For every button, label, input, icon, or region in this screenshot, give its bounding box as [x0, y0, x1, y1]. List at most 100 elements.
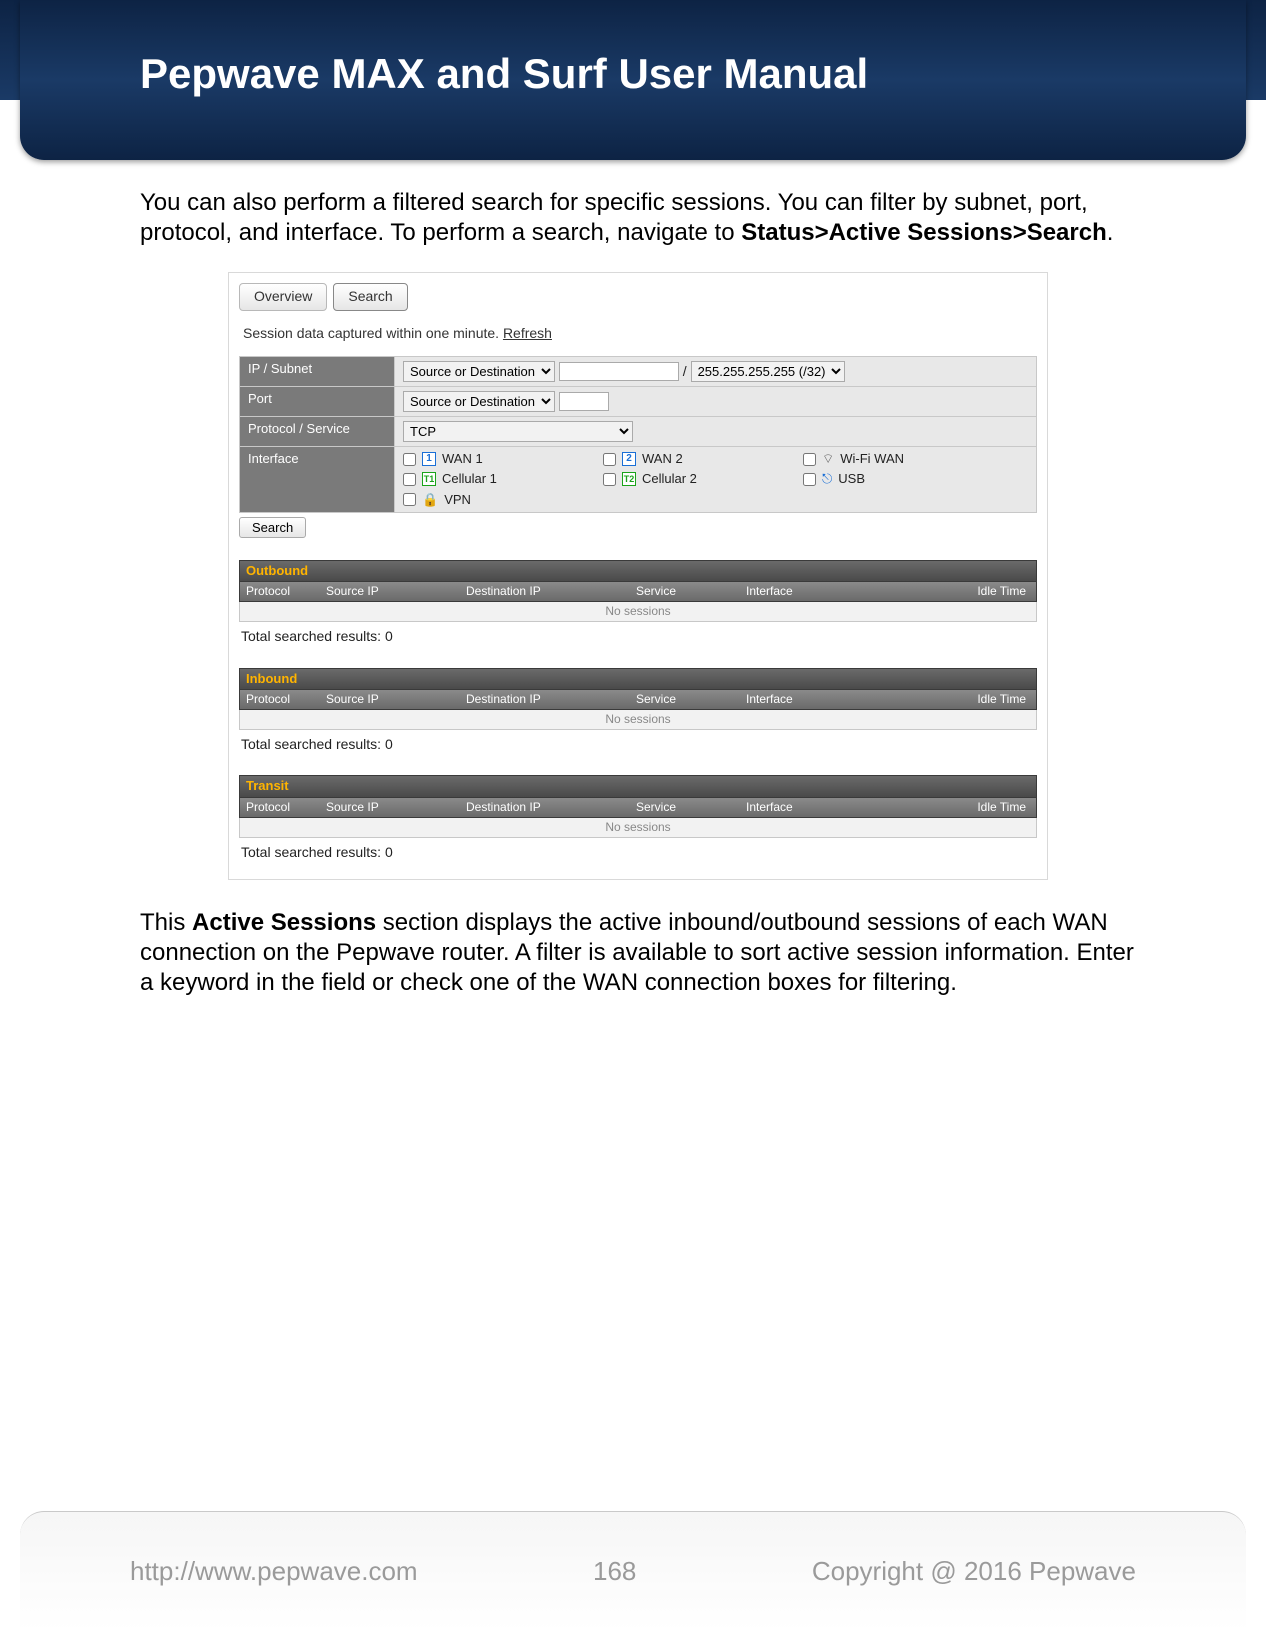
cell1-badge-icon: T1 — [422, 472, 436, 486]
cell2-badge-icon: T2 — [622, 472, 636, 486]
interface-cell: 1 WAN 1 2 WAN 2 ⌔ Wi-Fi WAN — [395, 447, 1037, 513]
filter-row-port: Port Source or Destination — [240, 387, 1037, 417]
description-paragraph: This Active Sessions section displays th… — [140, 908, 1136, 998]
footer-page-number: 168 — [593, 1556, 636, 1587]
col-destip: Destination IP — [460, 582, 630, 601]
ip-input[interactable] — [559, 362, 679, 381]
col-destip: Destination IP — [460, 798, 630, 817]
port-input[interactable] — [559, 392, 609, 411]
ip-subnet-label: IP / Subnet — [240, 357, 395, 387]
inbound-title: Inbound — [239, 668, 1037, 690]
iface-cell2-checkbox[interactable] — [603, 473, 616, 486]
page-header: Pepwave MAX and Surf User Manual — [20, 0, 1246, 160]
protocol-cell: TCP — [395, 417, 1037, 447]
transit-title: Transit — [239, 775, 1037, 797]
filter-row-protocol: Protocol / Service TCP — [240, 417, 1037, 447]
wifi-icon: ⌔ — [822, 451, 834, 467]
iface-wan1-label: WAN 1 — [442, 451, 483, 467]
iface-wan1[interactable]: 1 WAN 1 — [403, 451, 583, 467]
port-cell: Source or Destination — [395, 387, 1037, 417]
inbound-columns: Protocol Source IP Destination IP Servic… — [239, 690, 1037, 710]
footer-copyright: Copyright @ 2016 Pepwave — [812, 1556, 1136, 1587]
iface-cell2-label: Cellular 2 — [642, 471, 697, 487]
col-protocol: Protocol — [240, 798, 320, 817]
iface-wan2[interactable]: 2 WAN 2 — [603, 451, 783, 467]
session-note: Session data captured within one minute.… — [243, 325, 1037, 343]
intro-text-b: . — [1107, 219, 1114, 246]
iface-usb-label: USB — [838, 471, 865, 487]
ip-subnet-cell: Source or Destination / 255.255.255.255 … — [395, 357, 1037, 387]
col-idle: Idle Time — [880, 798, 1036, 817]
refresh-link[interactable]: Refresh — [503, 325, 552, 341]
col-service: Service — [630, 582, 740, 601]
col-interface: Interface — [740, 582, 880, 601]
iface-wan2-checkbox[interactable] — [603, 453, 616, 466]
iface-usb[interactable]: ⎋ USB — [803, 471, 983, 487]
iface-wifi[interactable]: ⌔ Wi-Fi WAN — [803, 451, 983, 467]
inbound-no-sessions: No sessions — [239, 710, 1037, 730]
filter-table: IP / Subnet Source or Destination / 255.… — [239, 356, 1037, 513]
iface-wifi-label: Wi-Fi WAN — [840, 451, 904, 467]
port-direction-select[interactable]: Source or Destination — [403, 391, 555, 412]
body-content: You can also perform a filtered search f… — [0, 160, 1266, 998]
iface-cell1[interactable]: T1 Cellular 1 — [403, 471, 583, 487]
protocol-label: Protocol / Service — [240, 417, 395, 447]
desc-a: This — [140, 909, 192, 936]
transit-block: Transit Protocol Source IP Destination I… — [239, 775, 1037, 861]
page-title: Pepwave MAX and Surf User Manual — [20, 0, 1246, 98]
iface-cell1-checkbox[interactable] — [403, 473, 416, 486]
search-button-row: Search — [239, 517, 1037, 538]
iface-vpn-label: VPN — [444, 492, 471, 508]
page-footer: http://www.pepwave.com 168 Copyright @ 2… — [20, 1511, 1246, 1631]
outbound-no-sessions: No sessions — [239, 602, 1037, 622]
desc-bold: Active Sessions — [192, 909, 376, 936]
interface-label: Interface — [240, 447, 395, 513]
port-label: Port — [240, 387, 395, 417]
intro-paragraph: You can also perform a filtered search f… — [140, 188, 1136, 248]
search-button[interactable]: Search — [239, 517, 306, 538]
iface-wan1-checkbox[interactable] — [403, 453, 416, 466]
transit-total: Total searched results: 0 — [241, 844, 1037, 862]
col-destip: Destination IP — [460, 690, 630, 709]
filter-row-ip: IP / Subnet Source or Destination / 255.… — [240, 357, 1037, 387]
col-interface: Interface — [740, 798, 880, 817]
usb-icon: ⎋ — [822, 471, 832, 487]
col-interface: Interface — [740, 690, 880, 709]
col-sourceip: Source IP — [320, 582, 460, 601]
ip-slash: / — [683, 363, 687, 379]
col-sourceip: Source IP — [320, 690, 460, 709]
footer-url: http://www.pepwave.com — [130, 1556, 418, 1587]
session-note-text: Session data captured within one minute. — [243, 325, 503, 341]
tab-overview[interactable]: Overview — [239, 283, 327, 311]
iface-usb-checkbox[interactable] — [803, 473, 816, 486]
ip-mask-select[interactable]: 255.255.255.255 (/32) — [691, 361, 845, 382]
inbound-total: Total searched results: 0 — [241, 736, 1037, 754]
interface-grid: 1 WAN 1 2 WAN 2 ⌔ Wi-Fi WAN — [403, 451, 1028, 508]
col-protocol: Protocol — [240, 690, 320, 709]
wan2-badge-icon: 2 — [622, 452, 636, 466]
outbound-columns: Protocol Source IP Destination IP Servic… — [239, 582, 1037, 602]
ip-direction-select[interactable]: Source or Destination — [403, 361, 555, 382]
iface-wifi-checkbox[interactable] — [803, 453, 816, 466]
iface-vpn-checkbox[interactable] — [403, 493, 416, 506]
inbound-block: Inbound Protocol Source IP Destination I… — [239, 668, 1037, 754]
col-idle: Idle Time — [880, 582, 1036, 601]
iface-cell2[interactable]: T2 Cellular 2 — [603, 471, 783, 487]
tab-search[interactable]: Search — [333, 283, 407, 311]
col-protocol: Protocol — [240, 582, 320, 601]
iface-vpn[interactable]: 🔒 VPN — [403, 492, 583, 508]
transit-columns: Protocol Source IP Destination IP Servic… — [239, 798, 1037, 818]
intro-bold-path: Status>Active Sessions>Search — [741, 219, 1107, 246]
protocol-select[interactable]: TCP — [403, 421, 633, 442]
wan1-badge-icon: 1 — [422, 452, 436, 466]
filter-row-interface: Interface 1 WAN 1 2 WAN 2 — [240, 447, 1037, 513]
col-service: Service — [630, 798, 740, 817]
col-idle: Idle Time — [880, 690, 1036, 709]
col-service: Service — [630, 690, 740, 709]
col-sourceip: Source IP — [320, 798, 460, 817]
lock-icon: 🔒 — [422, 492, 438, 508]
tabs-row: Overview Search — [239, 283, 1037, 311]
outbound-title: Outbound — [239, 560, 1037, 582]
iface-cell1-label: Cellular 1 — [442, 471, 497, 487]
outbound-total: Total searched results: 0 — [241, 628, 1037, 646]
